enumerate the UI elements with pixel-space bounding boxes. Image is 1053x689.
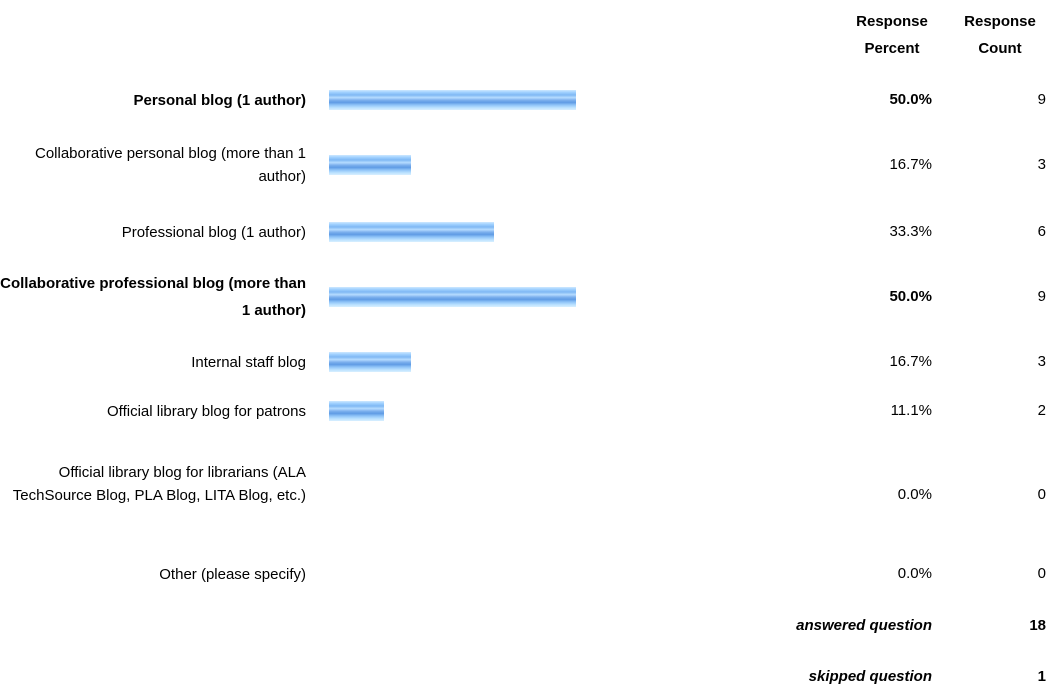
category-label: Personal blog (1 author) (133, 91, 306, 109)
response-percent: 11.1% (890, 402, 932, 419)
response-percent-header-line1: Response (856, 13, 928, 30)
response-percent: 33.3% (889, 223, 932, 240)
response-percent: 0.0% (897, 486, 932, 503)
response-count: 9 (1037, 288, 1046, 305)
response-percent: 16.7% (889, 156, 932, 173)
skipped-question-value: 1 (1037, 668, 1046, 685)
answered-question-label: answered question (796, 617, 932, 634)
response-count: 6 (1037, 223, 1046, 240)
response-count: 3 (1037, 353, 1046, 370)
response-percent: 50.0% (889, 288, 932, 305)
response-count: 0 (1037, 565, 1046, 582)
response-bar (329, 155, 411, 175)
response-count: 3 (1037, 156, 1046, 173)
category-label: Internal staff blog (191, 353, 306, 371)
response-percent-header: Response Percent (832, 8, 952, 62)
response-percent: 16.7% (889, 353, 932, 370)
response-percent: 50.0% (889, 91, 932, 108)
response-count-header-line1: Response (964, 13, 1036, 30)
response-percent: 0.0% (897, 565, 932, 582)
response-bar (329, 352, 411, 372)
response-count-header-line2: Count (978, 40, 1022, 57)
answered-question-value: 18 (1029, 617, 1046, 634)
response-count: 0 (1037, 486, 1046, 503)
response-count-header: Response Count (950, 8, 1050, 62)
category-label: Official library blog for librarians (AL… (12, 463, 306, 504)
response-percent-header-line2: Percent (864, 40, 920, 57)
response-bar (329, 222, 494, 242)
category-label: Collaborative personal blog (more than 1… (35, 145, 306, 185)
response-bar (329, 401, 384, 421)
category-label: Other (please specify) (159, 565, 306, 583)
response-count: 9 (1037, 91, 1046, 108)
response-count: 2 (1037, 402, 1046, 419)
category-label: Official library blog for patrons (107, 402, 306, 420)
skipped-question-label: skipped question (808, 668, 932, 685)
category-label: Professional blog (1 author) (121, 223, 306, 241)
response-bar (329, 287, 576, 307)
category-label: Collaborative professional blog (more th… (0, 275, 306, 319)
response-bar (329, 90, 576, 110)
